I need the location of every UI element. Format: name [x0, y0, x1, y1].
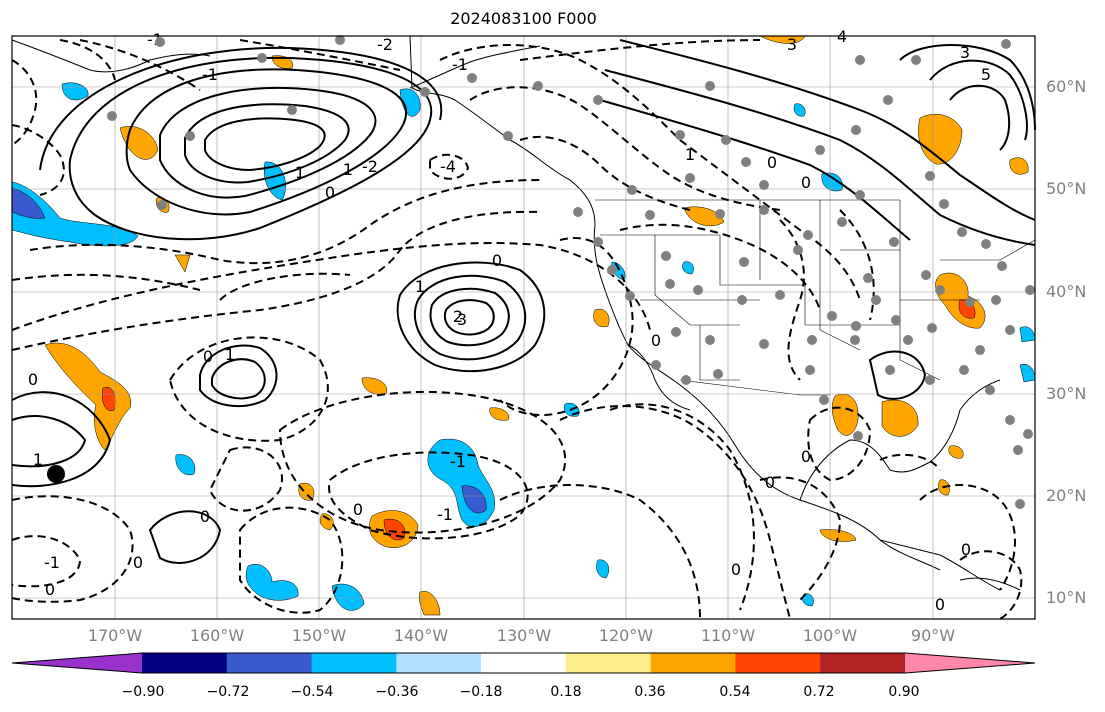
colorbar-extension-high — [905, 653, 1035, 673]
contour-label: 3 — [787, 35, 797, 54]
blue-patch-west — [11, 181, 139, 247]
colorbar-segment — [820, 653, 906, 673]
contour-label: 0 — [200, 507, 210, 526]
contour-label: 0 — [961, 540, 971, 559]
solid-contours — [11, 39, 1036, 564]
lat-label: 10°N — [1046, 588, 1087, 607]
contour-label: 0 — [492, 251, 502, 270]
lat-label: 50°N — [1046, 179, 1087, 198]
contour-label: 0 — [651, 331, 661, 350]
contour-label: 1 — [225, 345, 235, 364]
colorbar-tick-label: −0.90 — [121, 684, 165, 700]
lat-label: 30°N — [1046, 384, 1087, 403]
contour-label: 1 — [33, 450, 43, 469]
contour-label: 1 — [685, 145, 695, 164]
colorbar-segment — [565, 653, 652, 673]
contour-label: 0 — [935, 595, 945, 614]
colorbar-tick-label: −0.72 — [206, 684, 250, 700]
colorbar-segment — [311, 653, 397, 673]
contour-label: 0 — [765, 473, 775, 492]
colorbar-segment — [142, 653, 228, 673]
dark-blue-patch-west — [11, 187, 46, 219]
colorbar-tick-label: 0.54 — [719, 684, 751, 700]
contour-label: -1 — [450, 452, 466, 471]
lon-label: 110°W — [700, 626, 756, 645]
contour-label: -1 — [44, 553, 60, 572]
colorbar-segment — [226, 653, 313, 673]
contour-label: 0 — [28, 370, 38, 389]
lon-label: 170°W — [87, 626, 143, 645]
colorbar-segment — [396, 653, 482, 673]
contour-label: 0 — [133, 553, 143, 572]
colorbar-extension-low — [12, 653, 142, 673]
contour-label: 5 — [981, 65, 991, 84]
contour-label: 0 — [203, 347, 213, 366]
contour-label: 0 — [801, 173, 811, 192]
lat-label: 60°N — [1046, 77, 1087, 96]
colorbar-tick-label: 0.72 — [803, 684, 835, 700]
lon-label: 130°W — [496, 626, 552, 645]
colorbar-tick-label: −0.18 — [459, 684, 503, 700]
contour-label: 0 — [801, 447, 811, 466]
contour-label: -1 — [452, 55, 468, 74]
colorbar-tick-label: 0.18 — [550, 684, 582, 700]
contour-label: 1 — [415, 277, 425, 296]
lon-label: 120°W — [598, 626, 654, 645]
colorbar-tick-label: −0.36 — [375, 684, 419, 700]
contour-label: 1 — [295, 163, 305, 182]
contour-label: 0 — [767, 153, 777, 172]
colorbar-tick-label: −0.54 — [290, 684, 334, 700]
lon-label: 160°W — [189, 626, 245, 645]
political-borders — [595, 199, 1036, 396]
contour-label: -2 — [377, 35, 393, 54]
contour-label: 3 — [960, 43, 970, 62]
contour-label: -4 — [440, 157, 456, 176]
lat-label: 40°N — [1046, 282, 1087, 301]
contour-label: -1 — [202, 65, 218, 84]
colorbar-tick-label: 0.90 — [888, 684, 920, 700]
lat-label: 20°N — [1046, 486, 1087, 505]
lon-label: 150°W — [291, 626, 347, 645]
colorbar-outline — [11, 652, 1036, 674]
lon-label: 140°W — [393, 626, 449, 645]
contour-label: 0 — [45, 580, 55, 599]
lon-label: 90°W — [910, 626, 956, 645]
map-title: 2024083100 F000 — [450, 9, 597, 28]
dashed-contours — [11, 39, 1023, 620]
colorbar — [11, 652, 1036, 674]
map-frame — [11, 35, 1036, 620]
contour-label: 0 — [731, 560, 741, 579]
contour-label: 2 — [453, 307, 463, 326]
contour-label: 0 — [325, 183, 335, 202]
highlight-marker — [47, 465, 65, 483]
contour-label: 3 — [457, 310, 467, 329]
lon-label: 100°W — [802, 626, 858, 645]
colorbar-segment — [481, 653, 567, 673]
shaded-anomalies — [11, 35, 1036, 616]
colorbar-segment — [735, 653, 821, 673]
contour-label: 1 — [343, 160, 353, 179]
colorbar-tick-label: 0.36 — [634, 684, 666, 700]
colorbar-segment — [650, 653, 736, 673]
station-markers — [107, 35, 1035, 509]
contour-label: -1 — [437, 505, 453, 524]
contour-label: -2 — [362, 157, 378, 176]
contour-label: 0 — [353, 500, 363, 519]
